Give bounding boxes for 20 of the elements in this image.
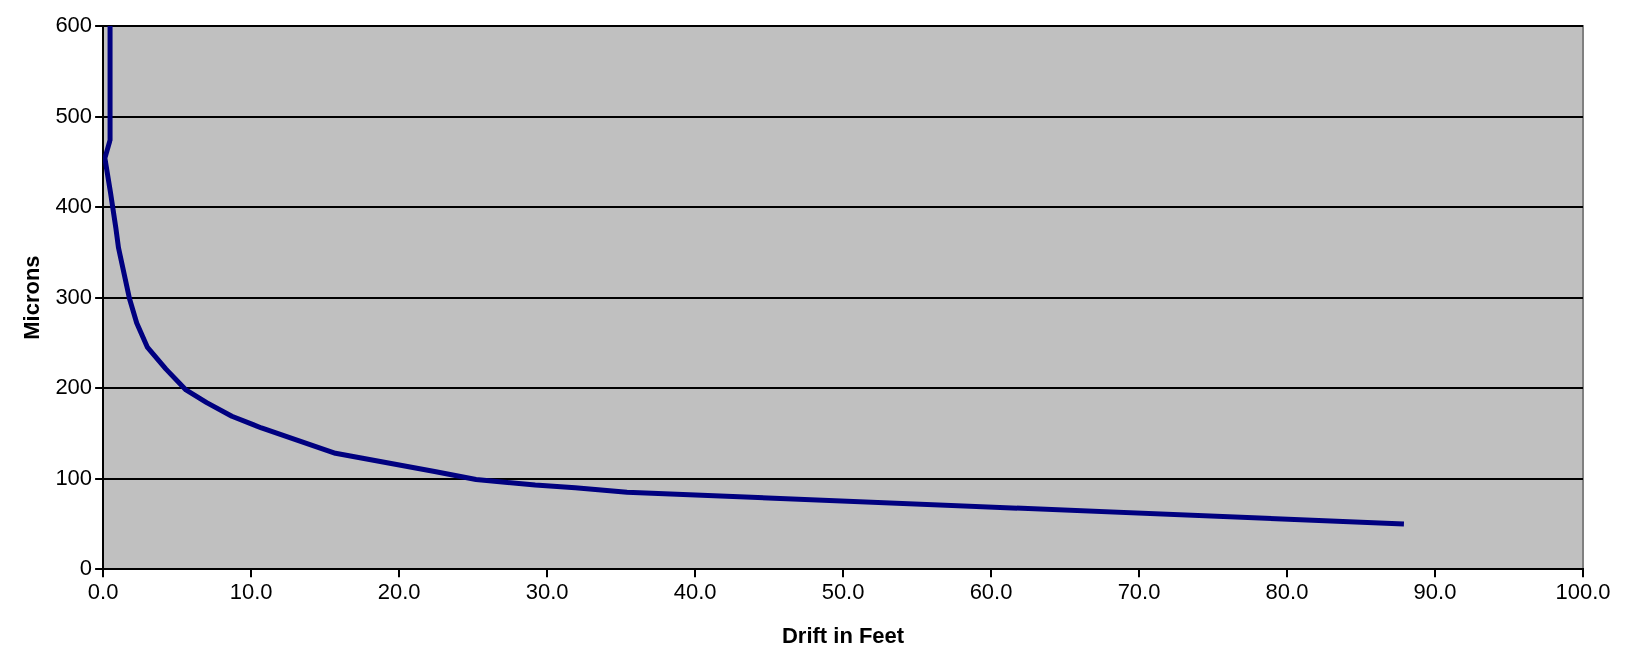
- y-tick-label: 200: [55, 374, 93, 400]
- y-tick-label: 0: [79, 555, 93, 581]
- y-tick-label: 100: [55, 464, 93, 490]
- x-tick-label: 60.0: [969, 579, 1013, 605]
- y-axis-title: Microns: [19, 255, 45, 340]
- x-tick-label: 30.0: [525, 579, 569, 605]
- x-tick-label: 100.0: [1555, 579, 1611, 605]
- y-tick-label: 400: [55, 193, 93, 219]
- x-tick-label: 50.0: [821, 579, 865, 605]
- x-tick-label: 70.0: [1117, 579, 1161, 605]
- x-axis-title: Drift in Feet: [781, 622, 905, 648]
- x-tick-label: 90.0: [1413, 579, 1457, 605]
- y-tick-label: 600: [55, 12, 93, 38]
- y-tick-label: 500: [55, 102, 93, 128]
- x-tick-label: 10.0: [229, 579, 273, 605]
- x-tick-label: 20.0: [377, 579, 421, 605]
- x-tick-label: 0.0: [87, 579, 119, 605]
- x-tick-label: 80.0: [1265, 579, 1309, 605]
- y-tick-label: 300: [55, 283, 93, 309]
- x-tick-label: 40.0: [673, 579, 717, 605]
